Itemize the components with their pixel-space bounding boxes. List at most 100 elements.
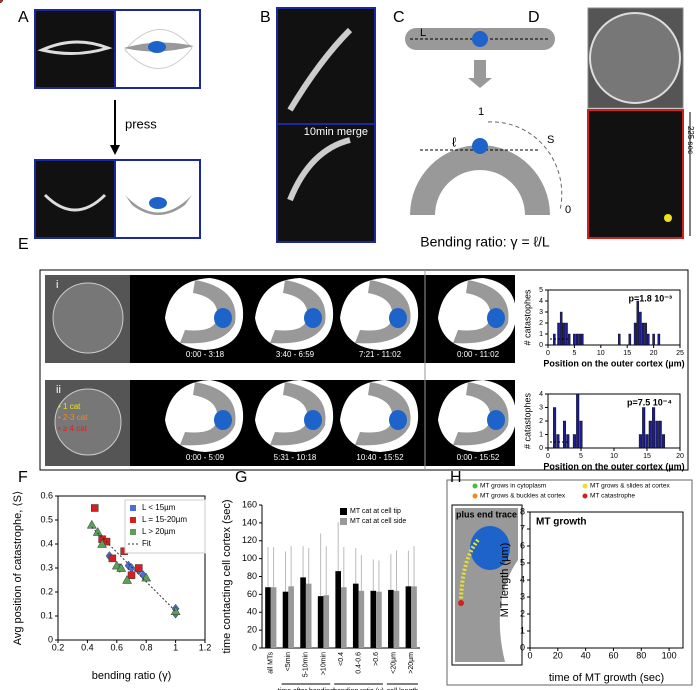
bar bbox=[661, 434, 666, 449]
panel-label: D bbox=[528, 9, 540, 26]
panel-label: C bbox=[393, 9, 405, 26]
bar bbox=[305, 583, 312, 648]
legend-swatch bbox=[472, 493, 478, 499]
y-tick-label: 0 bbox=[48, 634, 53, 644]
legend-label: MT grows in cytoplasm bbox=[480, 483, 546, 490]
point bbox=[170, 606, 181, 615]
y-axis-label: # catastophes bbox=[522, 289, 532, 346]
x-tick-label: 0 bbox=[546, 350, 550, 357]
x-tick-label: 5 bbox=[579, 453, 583, 460]
legend-swatch bbox=[472, 483, 478, 489]
bar bbox=[638, 434, 642, 449]
panel-label: B bbox=[260, 9, 271, 26]
panel-label: F bbox=[18, 469, 28, 486]
press-label: press bbox=[125, 116, 157, 131]
point bbox=[122, 574, 133, 584]
time-label: 0:00 - 5:09 bbox=[186, 453, 225, 462]
x-tick-label: 0.8 bbox=[140, 642, 153, 652]
y-tick-label: 20 bbox=[247, 625, 257, 635]
bar bbox=[641, 322, 645, 346]
x-tick-label: 15 bbox=[623, 350, 631, 357]
legend-label: L < 15µm bbox=[142, 503, 176, 512]
trace-end bbox=[458, 600, 464, 606]
y-tick-label: 0.1 bbox=[40, 610, 53, 620]
bar bbox=[411, 586, 417, 648]
bar bbox=[578, 333, 581, 346]
x-tick-label: <20µm bbox=[391, 652, 398, 674]
row-label: i bbox=[56, 279, 58, 291]
nucleus bbox=[487, 308, 505, 328]
bar bbox=[655, 420, 659, 449]
x-tick-label: 0.6 bbox=[111, 642, 124, 652]
legend-swatch bbox=[130, 517, 136, 523]
x-tick-label: >20µm bbox=[408, 652, 415, 674]
legend-label: MT cat at cell tip bbox=[350, 508, 401, 515]
group-label: time after bending bbox=[278, 688, 334, 690]
y-tick-label: 3 bbox=[539, 404, 543, 411]
nucleus bbox=[149, 197, 167, 209]
y-tick-label: 3 bbox=[539, 309, 543, 316]
bar bbox=[575, 333, 579, 346]
x-tick-label: 15 bbox=[643, 453, 651, 460]
chart-title: MT growth bbox=[536, 517, 587, 528]
y-tick-label: 0.5 bbox=[40, 514, 53, 524]
bar bbox=[618, 333, 621, 346]
point bbox=[92, 526, 103, 536]
bar bbox=[376, 591, 382, 648]
time-label: 0:00 - 15:52 bbox=[457, 453, 500, 462]
chart-title: p=7.5 10⁻⁴ bbox=[627, 397, 672, 407]
point bbox=[97, 538, 108, 548]
c-label: ℓ bbox=[452, 134, 457, 149]
merge-label: 10min merge bbox=[304, 126, 368, 138]
y-tick-label: 0 bbox=[539, 342, 543, 349]
nucleus bbox=[472, 138, 488, 154]
cell-image bbox=[287, 137, 351, 202]
bar bbox=[633, 322, 637, 346]
bar bbox=[652, 333, 655, 346]
x-tick-label: 40 bbox=[581, 650, 591, 660]
nucleus bbox=[304, 410, 322, 430]
x-axis-label: Position on the outer cortex (µm) bbox=[543, 461, 684, 471]
arrow bbox=[468, 60, 492, 88]
trace-label: plus end trace bbox=[456, 509, 517, 519]
y-tick-label: 40 bbox=[247, 607, 257, 617]
nucleus bbox=[214, 410, 232, 430]
legend-entry: • 1 cat bbox=[58, 402, 81, 411]
cell-image bbox=[54, 388, 122, 456]
y-tick-label: 0.3 bbox=[40, 562, 53, 572]
legend-label: L = 15-20µm bbox=[142, 515, 187, 524]
y-axis-label: MT length (µm) bbox=[499, 543, 511, 618]
bar bbox=[572, 434, 576, 449]
bar bbox=[335, 571, 341, 648]
bar bbox=[265, 587, 271, 648]
nucleus bbox=[214, 308, 232, 328]
bar bbox=[341, 587, 347, 648]
bar bbox=[639, 311, 642, 346]
bar bbox=[557, 322, 560, 346]
y-tick-label: 5 bbox=[539, 287, 543, 294]
y-axis-label: time contacting cell cortex (sec) bbox=[221, 499, 233, 653]
x-tick-label: <5min bbox=[285, 652, 292, 671]
legend-label: MT grows & buckles at cortex bbox=[480, 493, 566, 500]
bar bbox=[657, 333, 661, 346]
nucleus bbox=[148, 41, 166, 53]
y-tick-label: 3 bbox=[520, 591, 525, 601]
bar bbox=[576, 393, 580, 449]
cell-image bbox=[37, 40, 113, 56]
time-label: 0:00 - 11:02 bbox=[457, 350, 500, 359]
arrow-head bbox=[110, 145, 120, 155]
panel-d: 225 sec D bbox=[528, 7, 695, 239]
bar bbox=[579, 420, 583, 449]
y-tick-label: 60 bbox=[247, 589, 257, 599]
row-label: ii bbox=[56, 384, 61, 396]
legend-swatch bbox=[582, 483, 588, 489]
bar bbox=[628, 333, 632, 346]
group-label: bending ratio (γ) bbox=[333, 688, 384, 690]
legend-swatch bbox=[340, 508, 347, 515]
y-tick-label: 2 bbox=[539, 320, 543, 327]
y-axis-label: Avg position of catastrophe, ⟨S⟩ bbox=[12, 491, 24, 646]
y-tick-label: 0.4 bbox=[40, 538, 53, 548]
nucleus bbox=[389, 410, 407, 430]
cell-image bbox=[287, 27, 353, 112]
bar bbox=[567, 333, 571, 346]
